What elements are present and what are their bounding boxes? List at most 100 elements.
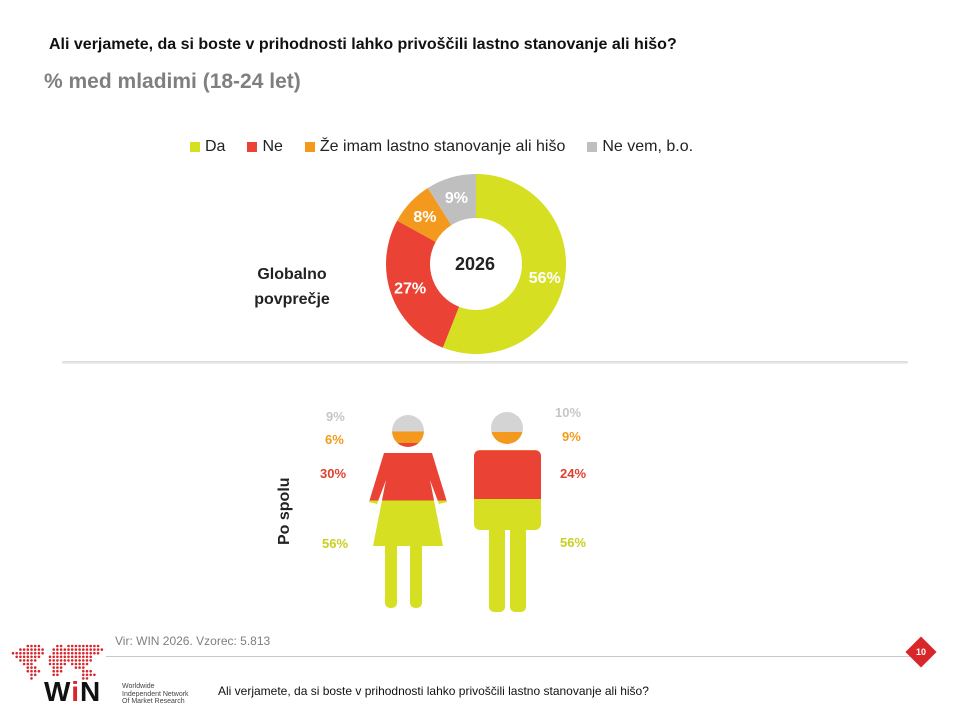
logo-map-dot [78, 659, 81, 662]
donut-slice--e-imam-lastno-stanovanje-ali-hi-o [397, 188, 452, 242]
logo-map-dot [30, 648, 33, 651]
logo-map-dot [30, 662, 33, 666]
female-value-label: 6% [325, 432, 344, 447]
logo-map-dot [85, 659, 89, 662]
logo-map-dot [52, 669, 55, 673]
logo-map-dot [85, 669, 89, 673]
logo-map-dot [56, 651, 59, 655]
logo-map-dot [33, 669, 37, 673]
logo-map-dot [37, 644, 41, 648]
logo-map-dot [96, 648, 100, 651]
logo-map-dot [33, 644, 37, 648]
male-value-label: 24% [560, 466, 587, 481]
logo-map-dot [67, 644, 70, 648]
logo-map-dot [100, 648, 104, 651]
logo-map-dot [26, 648, 30, 651]
logo-map-dot [41, 651, 44, 655]
logo-tagline-line: Independent Network [122, 690, 189, 698]
logo-map-dot [74, 651, 78, 655]
logo-map-dot [56, 644, 59, 648]
female-value-label: 30% [320, 466, 347, 481]
logo-map-dot [85, 673, 89, 677]
legend-item-ne-vem: Ne vem, b.o. [587, 138, 693, 156]
logo-map-dot [26, 644, 30, 648]
logo-map-dot [85, 655, 89, 659]
logo-map-dot [85, 662, 89, 666]
logo-map-dot [26, 659, 30, 662]
donut-slice-da [442, 174, 566, 354]
logo-map-dot [22, 651, 26, 655]
logo-map-dot [33, 648, 37, 651]
chart-legend: Da Ne Že imam lastno stanovanje ali hišo… [190, 138, 715, 156]
logo-map-dot [82, 659, 85, 662]
donut-value-label: 8% [413, 209, 436, 226]
logo-map-dot [82, 648, 85, 651]
logo-map-dot [30, 677, 33, 680]
logo-map-dot [89, 673, 92, 677]
logo-map-dot [30, 673, 33, 677]
logo-map-dot [56, 666, 59, 669]
donut-chart: 56% 27% 8% 9% 2026 [386, 174, 566, 354]
logo-map-dot [22, 662, 26, 666]
male-value-label: 10% [555, 405, 582, 420]
legend-label-ne-vem: Ne vem, b.o. [602, 138, 694, 155]
logo-map-dot [59, 644, 63, 648]
logo-map-dot [52, 655, 55, 659]
logo-map-dot [82, 669, 85, 673]
logo-map-dot [82, 666, 85, 669]
male-value-label: 56% [560, 535, 587, 550]
logo-map-dot [82, 677, 85, 680]
logo-map-dot [74, 662, 78, 666]
footer-divider [106, 656, 921, 657]
logo-map-dot [56, 669, 59, 673]
page-title: Ali verjamete, da si boste v prihodnosti… [49, 36, 677, 53]
logo-map-dot [67, 648, 70, 651]
logo-map-dot [70, 648, 74, 651]
logo-map-dot [15, 655, 18, 659]
logo-map-dot [96, 651, 100, 655]
logo-map-dot [93, 673, 96, 677]
section-divider [62, 361, 908, 364]
legend-swatch-ne [247, 142, 258, 152]
logo-map-dot [63, 659, 67, 662]
logo-map-dot [19, 648, 22, 651]
logo-n: N [79, 676, 102, 707]
logo-map-dot [93, 651, 96, 655]
logo-map-dot [37, 655, 41, 659]
logo-map-dot [33, 666, 37, 669]
logo-tagline-line: Of Market Research [122, 698, 185, 705]
logo-map-dot [48, 659, 52, 662]
logo-map-dot [70, 644, 74, 648]
logo-map-dot [33, 659, 37, 662]
logo-map-dot [19, 655, 22, 659]
logo-map-dot [52, 673, 55, 677]
logo-map-dot [63, 662, 67, 666]
logo-map-dot [26, 655, 30, 659]
female-figure [369, 415, 447, 608]
legend-swatch-da [190, 142, 200, 152]
logo-map-dot [37, 651, 41, 655]
male-value-label: 9% [562, 429, 581, 444]
logo-map-dot [74, 666, 78, 669]
legend-item-ze-imam: Že imam lastno stanovanje ali hišo [304, 138, 565, 156]
legend-swatch-ne-vem [587, 142, 598, 152]
logo-map-dot [63, 648, 67, 651]
logo-map-dot [74, 648, 78, 651]
logo-map-dot [30, 655, 33, 659]
logo-map-dot [19, 659, 22, 662]
logo-map-dot [96, 644, 100, 648]
global-average-label: Globalno povprečje [254, 266, 330, 308]
win-world-map-logo [11, 644, 104, 680]
logo-map-dot [82, 655, 85, 659]
logo-map-dot [56, 648, 59, 651]
logo-map-dot [52, 662, 55, 666]
page-number: 10 [915, 647, 926, 657]
logo-tagline-line: Worldwide [122, 683, 155, 690]
legend-label-da: Da [205, 138, 226, 155]
legend-item-da: Da [190, 138, 225, 156]
logo-map-dot [59, 659, 63, 662]
win-logo-tagline: Worldwide Independent Network Of Market … [122, 683, 189, 706]
logo-map-dot [37, 669, 41, 673]
logo-map-dot [30, 666, 33, 669]
logo-map-dot [89, 648, 92, 651]
